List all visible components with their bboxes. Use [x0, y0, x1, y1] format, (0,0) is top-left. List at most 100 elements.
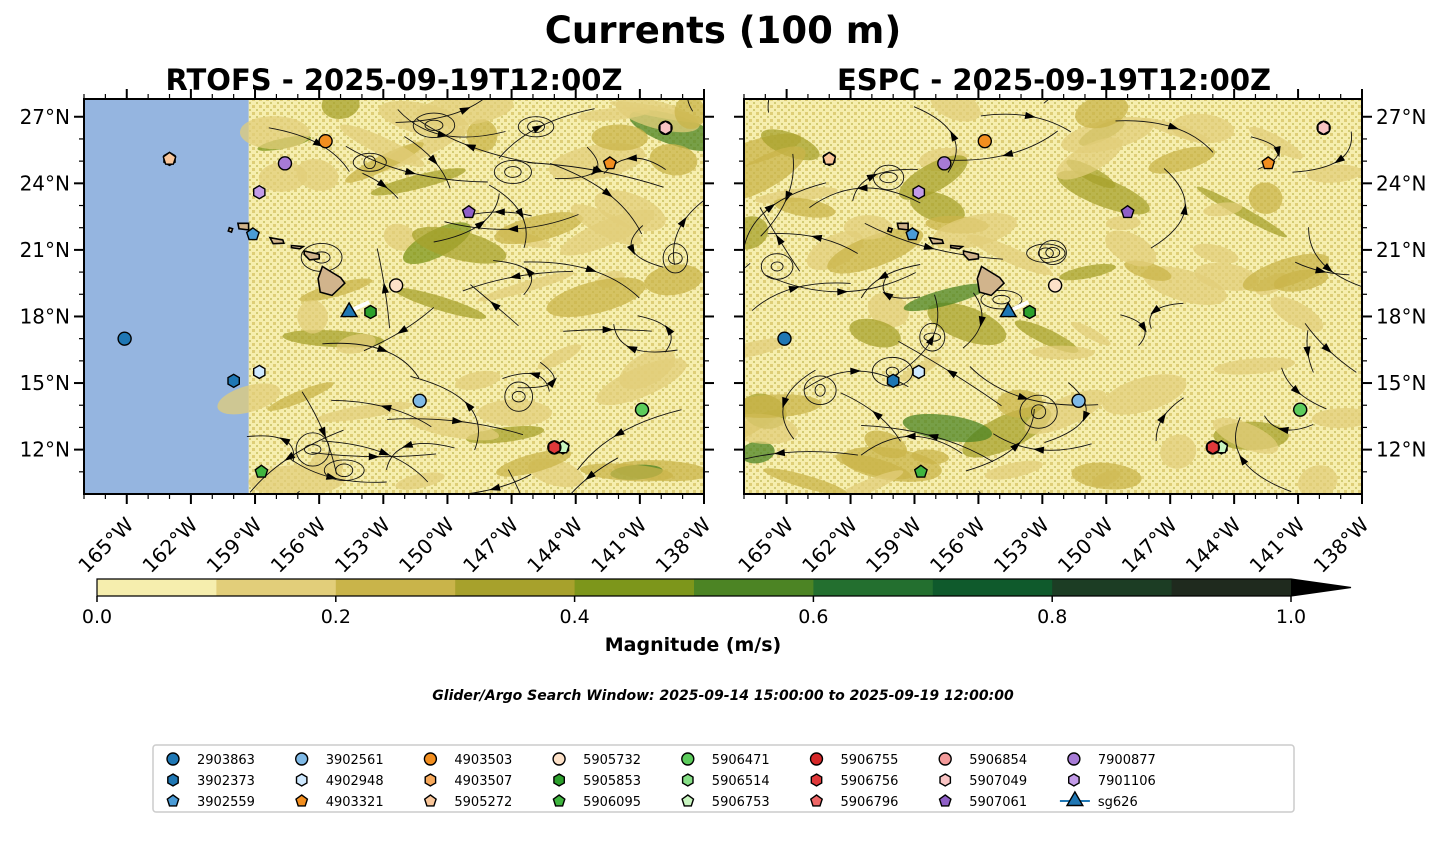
- eddy: [919, 322, 946, 352]
- magnitude-blob: [408, 416, 500, 441]
- magnitude-blob: [383, 223, 416, 251]
- eddy: [304, 444, 322, 455]
- magnitude-blob: [828, 470, 904, 494]
- magnitude-blob: [537, 344, 582, 370]
- lon-tick-label: 144°W: [522, 512, 587, 577]
- streamline-arrow: [602, 326, 614, 334]
- legend-item-5906514: 5906514: [681, 773, 770, 789]
- lat-tick-label: 18°N: [20, 304, 70, 328]
- legend-marker: [295, 794, 309, 807]
- platform-marker-4903321: [1261, 156, 1276, 170]
- platform-marker-3902559: [905, 227, 920, 241]
- legend-marker: [809, 752, 824, 766]
- magnitude-blob: [1311, 408, 1362, 429]
- magnitude-blob: [455, 370, 501, 390]
- legend-item-5907061: 5907061: [938, 794, 1027, 810]
- magnitude-blob: [744, 394, 822, 418]
- magnitude-blob: [1071, 321, 1111, 346]
- eddy: [493, 160, 532, 184]
- streamline-arrow: [1180, 203, 1188, 216]
- magnitude-blob: [1102, 374, 1187, 415]
- legend-label: 5907061: [969, 795, 1027, 810]
- eddy: [1031, 404, 1047, 420]
- magnitude-blob: [927, 302, 1007, 346]
- lon-tick-label: 138°W: [651, 512, 716, 577]
- streamline-arrow: [788, 285, 800, 293]
- streamline-arrow: [524, 267, 535, 278]
- magnitude-blob: [806, 231, 864, 271]
- island: [962, 250, 980, 261]
- magnitude-blob: [1030, 345, 1095, 360]
- streamline-arrow: [490, 301, 501, 311]
- legend-label: 5905732: [583, 753, 641, 768]
- lon-tick-label: 147°W: [458, 512, 523, 577]
- streamline-arrow: [882, 291, 894, 301]
- lon-tick-label: 150°W: [394, 512, 459, 577]
- legend-marker: [1068, 773, 1080, 787]
- glider-track: [1010, 300, 1030, 312]
- platform-marker-5906471: [1292, 402, 1308, 417]
- lat-tick-label: 24°N: [20, 171, 70, 195]
- colorbar-extend-arrow: [1291, 579, 1351, 596]
- magnitude-blob: [902, 413, 993, 443]
- streamline-arrow: [381, 282, 390, 294]
- platform-marker-4902948: [253, 364, 266, 380]
- streamline-arrow: [1273, 146, 1281, 158]
- platform-marker-3902561: [1071, 393, 1086, 408]
- streamline-arrow: [464, 401, 475, 412]
- magnitude-blob: [1213, 357, 1296, 375]
- streamline: [507, 469, 521, 494]
- magnitude-blob: [477, 399, 552, 427]
- streamline: [687, 99, 694, 112]
- magnitude-blob: [1071, 462, 1142, 490]
- streamline-arrow: [950, 130, 959, 142]
- legend-label: 3902561: [326, 753, 384, 768]
- platform-marker-4903321: [602, 156, 617, 170]
- legend-marker: [681, 773, 694, 787]
- magnitude-blob: [339, 124, 425, 167]
- streamline-arrow: [474, 220, 486, 230]
- magnitude-blob: [1248, 126, 1303, 160]
- platform-marker-2903863: [117, 331, 132, 346]
- eddy: [923, 332, 942, 342]
- lat-tick-label: 21°N: [1376, 238, 1426, 262]
- legend-label: sg626: [1098, 795, 1138, 810]
- eddy: [424, 119, 444, 131]
- lon-tick-label: 165°W: [733, 512, 798, 577]
- platform-marker-5906095: [254, 464, 269, 478]
- streamline-arrow: [927, 434, 939, 441]
- streamline: [767, 99, 770, 113]
- legend-label: 7900877: [1098, 753, 1156, 768]
- legend-label: 5906753: [712, 795, 770, 810]
- legend-marker: [810, 773, 823, 787]
- lon-tick-label: 159°W: [202, 512, 267, 577]
- magnitude-blob: [910, 191, 965, 224]
- streamline-arrow: [318, 426, 326, 438]
- legend-item-5907049: 5907049: [939, 773, 1027, 789]
- lon-tick-label: 156°W: [925, 512, 990, 577]
- glider-track: [351, 300, 370, 312]
- colorbar-label: Magnitude (m/s): [605, 634, 782, 656]
- legend-item-5906095: 5906095: [552, 794, 641, 810]
- legend-marker: [295, 752, 309, 766]
- legend-item-7900877: 7900877: [1067, 752, 1156, 768]
- streamline-arrow: [368, 453, 380, 461]
- streamline-arrow: [1321, 343, 1332, 354]
- streamline-arrow: [626, 154, 638, 162]
- magnitude-blob: [1105, 230, 1157, 267]
- magnitude-blob: [932, 212, 1017, 249]
- lon-tick-label: 150°W: [1053, 512, 1118, 577]
- platform-marker-5907049: [659, 120, 672, 136]
- platform-marker-5906095: [913, 464, 928, 478]
- streamline-arrow: [1017, 392, 1029, 400]
- eddy: [511, 390, 526, 403]
- lon-tick-label: 165°W: [73, 512, 138, 577]
- platform-marker-7901106: [253, 184, 266, 200]
- eddy: [517, 116, 555, 138]
- colorbar-tick-label: 0.2: [321, 606, 351, 628]
- platform-marker-7901106: [912, 184, 926, 200]
- streamline-arrow: [1315, 266, 1327, 274]
- streamline-arrow: [1334, 154, 1346, 164]
- streamline-arrow: [626, 346, 638, 354]
- eddy: [1026, 243, 1066, 263]
